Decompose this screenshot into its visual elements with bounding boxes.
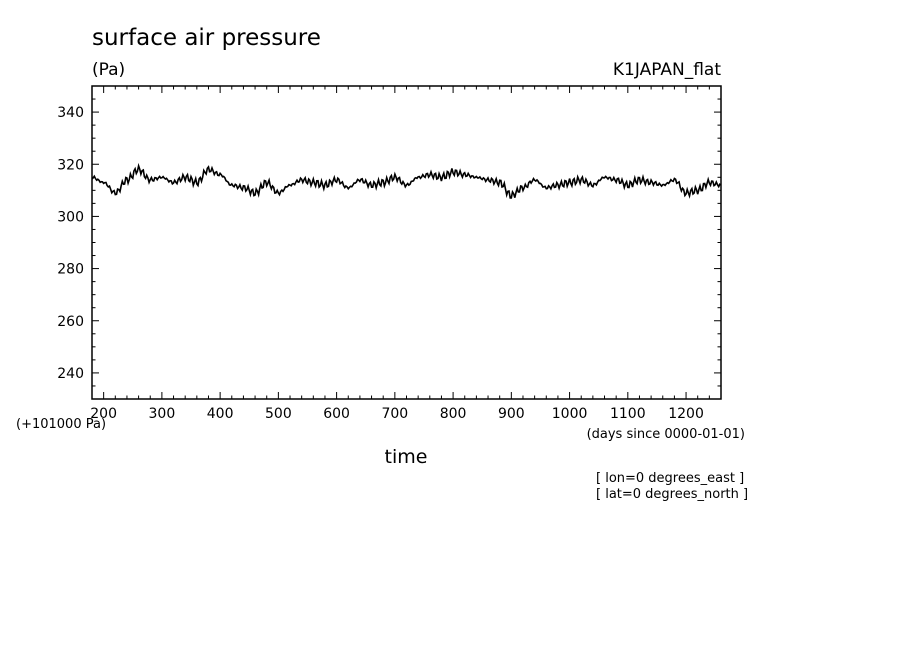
x-tick-label: 200 (90, 406, 117, 422)
note-lon: [ lon=0 degrees_east ] (596, 471, 744, 486)
y-tick-label: 320 (57, 157, 84, 173)
y-tick-label: 340 (57, 105, 84, 121)
series-line (91, 162, 722, 199)
y-units: (Pa) (92, 60, 125, 80)
x-tick-label: 700 (381, 406, 408, 422)
y-tick-label: 300 (57, 209, 84, 225)
x-tick-label: 400 (207, 406, 234, 422)
y-tick-label: 280 (57, 262, 84, 278)
x-tick-label: 900 (498, 406, 525, 422)
x-tick-label: 1200 (668, 406, 704, 422)
x-tick-label: 600 (323, 406, 350, 422)
plot-frame (91, 85, 722, 400)
x-tick-label: 300 (149, 406, 176, 422)
x-units: (days since 0000-01-01) (587, 427, 745, 442)
y-offset-label: (+101000 Pa) (16, 417, 106, 432)
y-tick-label: 240 (57, 366, 84, 382)
x-tick-label: 1100 (610, 406, 646, 422)
note-lat: [ lat=0 degrees_north ] (596, 487, 748, 502)
x-tick-label: 800 (440, 406, 467, 422)
x-axis-label: time (385, 446, 428, 468)
x-axis: 200 300 400 500 600 700 800 900 1000 1100 1200 (90, 86, 722, 422)
chart-title: surface air pressure (92, 25, 321, 51)
chart-subtitle: K1JAPAN_flat (613, 60, 721, 80)
y-tick-label: 260 (57, 314, 84, 330)
y-axis: 240 260 280 300 320 340 (57, 85, 721, 400)
x-tick-label: 500 (265, 406, 292, 422)
x-tick-label: 1000 (552, 406, 588, 422)
